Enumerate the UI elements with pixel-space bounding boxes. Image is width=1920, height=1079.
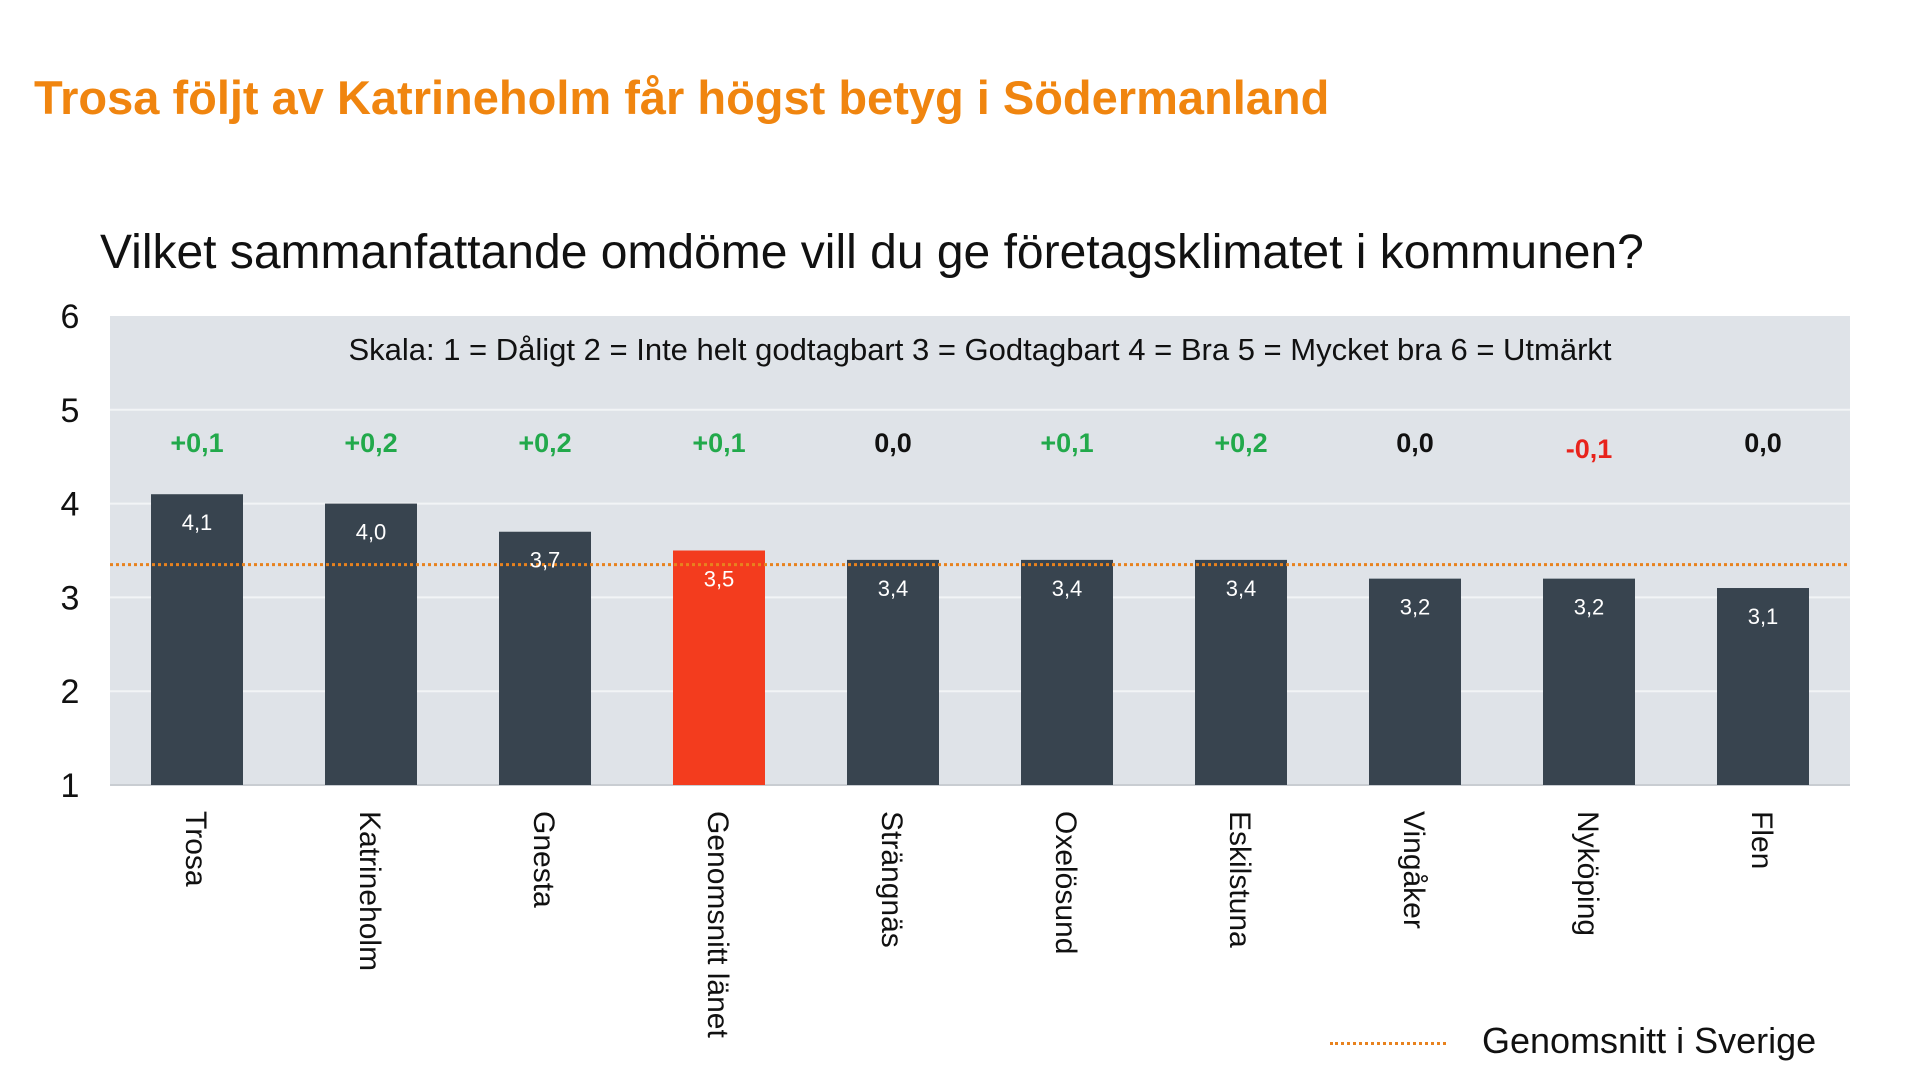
y-tick-label: 6	[61, 298, 80, 336]
change-label: +0,2	[344, 428, 397, 458]
data-label: 4,1	[182, 510, 213, 535]
change-label: 0,0	[1396, 428, 1434, 458]
bar	[1543, 578, 1635, 785]
data-label: 3,4	[1226, 576, 1257, 601]
bar	[499, 531, 591, 785]
x-tick-label: Vingåker	[1397, 811, 1430, 929]
change-label: 0,0	[874, 428, 912, 458]
data-label: 4,0	[356, 520, 387, 545]
x-tick-label: Katrineholm	[353, 811, 386, 971]
change-label: 0,0	[1744, 428, 1782, 458]
bar	[1369, 578, 1461, 785]
change-label: +0,2	[1214, 428, 1267, 458]
x-tick-label: Genomsnitt länet	[701, 811, 734, 1038]
x-tick-label: Gnesta	[527, 811, 560, 908]
y-tick-label: 1	[61, 767, 80, 805]
y-tick-label: 5	[61, 392, 80, 430]
y-tick-label: 2	[61, 673, 80, 711]
y-tick-label: 4	[61, 486, 80, 524]
x-axis: Trosa Katrineholm Gnesta Genomsnitt länet St…	[179, 811, 1778, 1038]
legend: Genomsnitt i Sverige	[1330, 1018, 1910, 1068]
value-labels: 4,1 4,0 3,7 3,5 3,4 3,4 3,4 3,2 3,2 3,1	[182, 510, 1779, 629]
x-tick-label: Oxelösund	[1049, 811, 1082, 954]
bar-highlight	[673, 550, 765, 785]
data-label: 3,5	[704, 567, 735, 592]
data-label: 3,7	[530, 548, 561, 573]
bar	[325, 503, 417, 785]
x-tick-label: Eskilstuna	[1223, 811, 1256, 948]
x-tick-label: Nyköping	[1571, 811, 1604, 936]
x-tick-label: Trosa	[179, 811, 212, 887]
bars	[151, 494, 1809, 785]
bar	[1021, 559, 1113, 785]
legend-line-swatch	[1330, 1042, 1446, 1045]
chart-question: Vilket sammanfattande omdöme vill du ge …	[100, 226, 1644, 279]
legend-label: Genomsnitt i Sverige	[1482, 1020, 1817, 1061]
bar	[151, 494, 243, 785]
change-label: -0,1	[1566, 434, 1613, 464]
bar	[1717, 588, 1809, 785]
x-tick-label: Strängnäs	[875, 811, 908, 948]
data-label: 3,4	[878, 576, 909, 601]
data-label: 3,2	[1400, 595, 1431, 620]
data-label: 3,4	[1052, 576, 1083, 601]
page-title: Trosa följt av Katrineholm får högst bet…	[34, 71, 1330, 124]
change-label: +0,2	[518, 428, 571, 458]
change-labels: +0,1 +0,2 +0,2 +0,1 0,0 +0,1 +0,2 0,0 -0,1 0,0	[170, 428, 1781, 464]
y-tick-label: 3	[61, 579, 80, 617]
scale-note: Skala: 1 = Dåligt 2 = Inte helt godtagba…	[348, 332, 1611, 367]
data-label: 3,1	[1748, 604, 1779, 629]
change-label: +0,1	[1040, 428, 1093, 458]
data-label: 3,2	[1574, 595, 1605, 620]
bar	[1195, 559, 1287, 785]
change-label: +0,1	[170, 428, 223, 458]
x-tick-label: Flen	[1745, 811, 1778, 869]
change-label: +0,1	[692, 428, 745, 458]
bar	[847, 559, 939, 785]
